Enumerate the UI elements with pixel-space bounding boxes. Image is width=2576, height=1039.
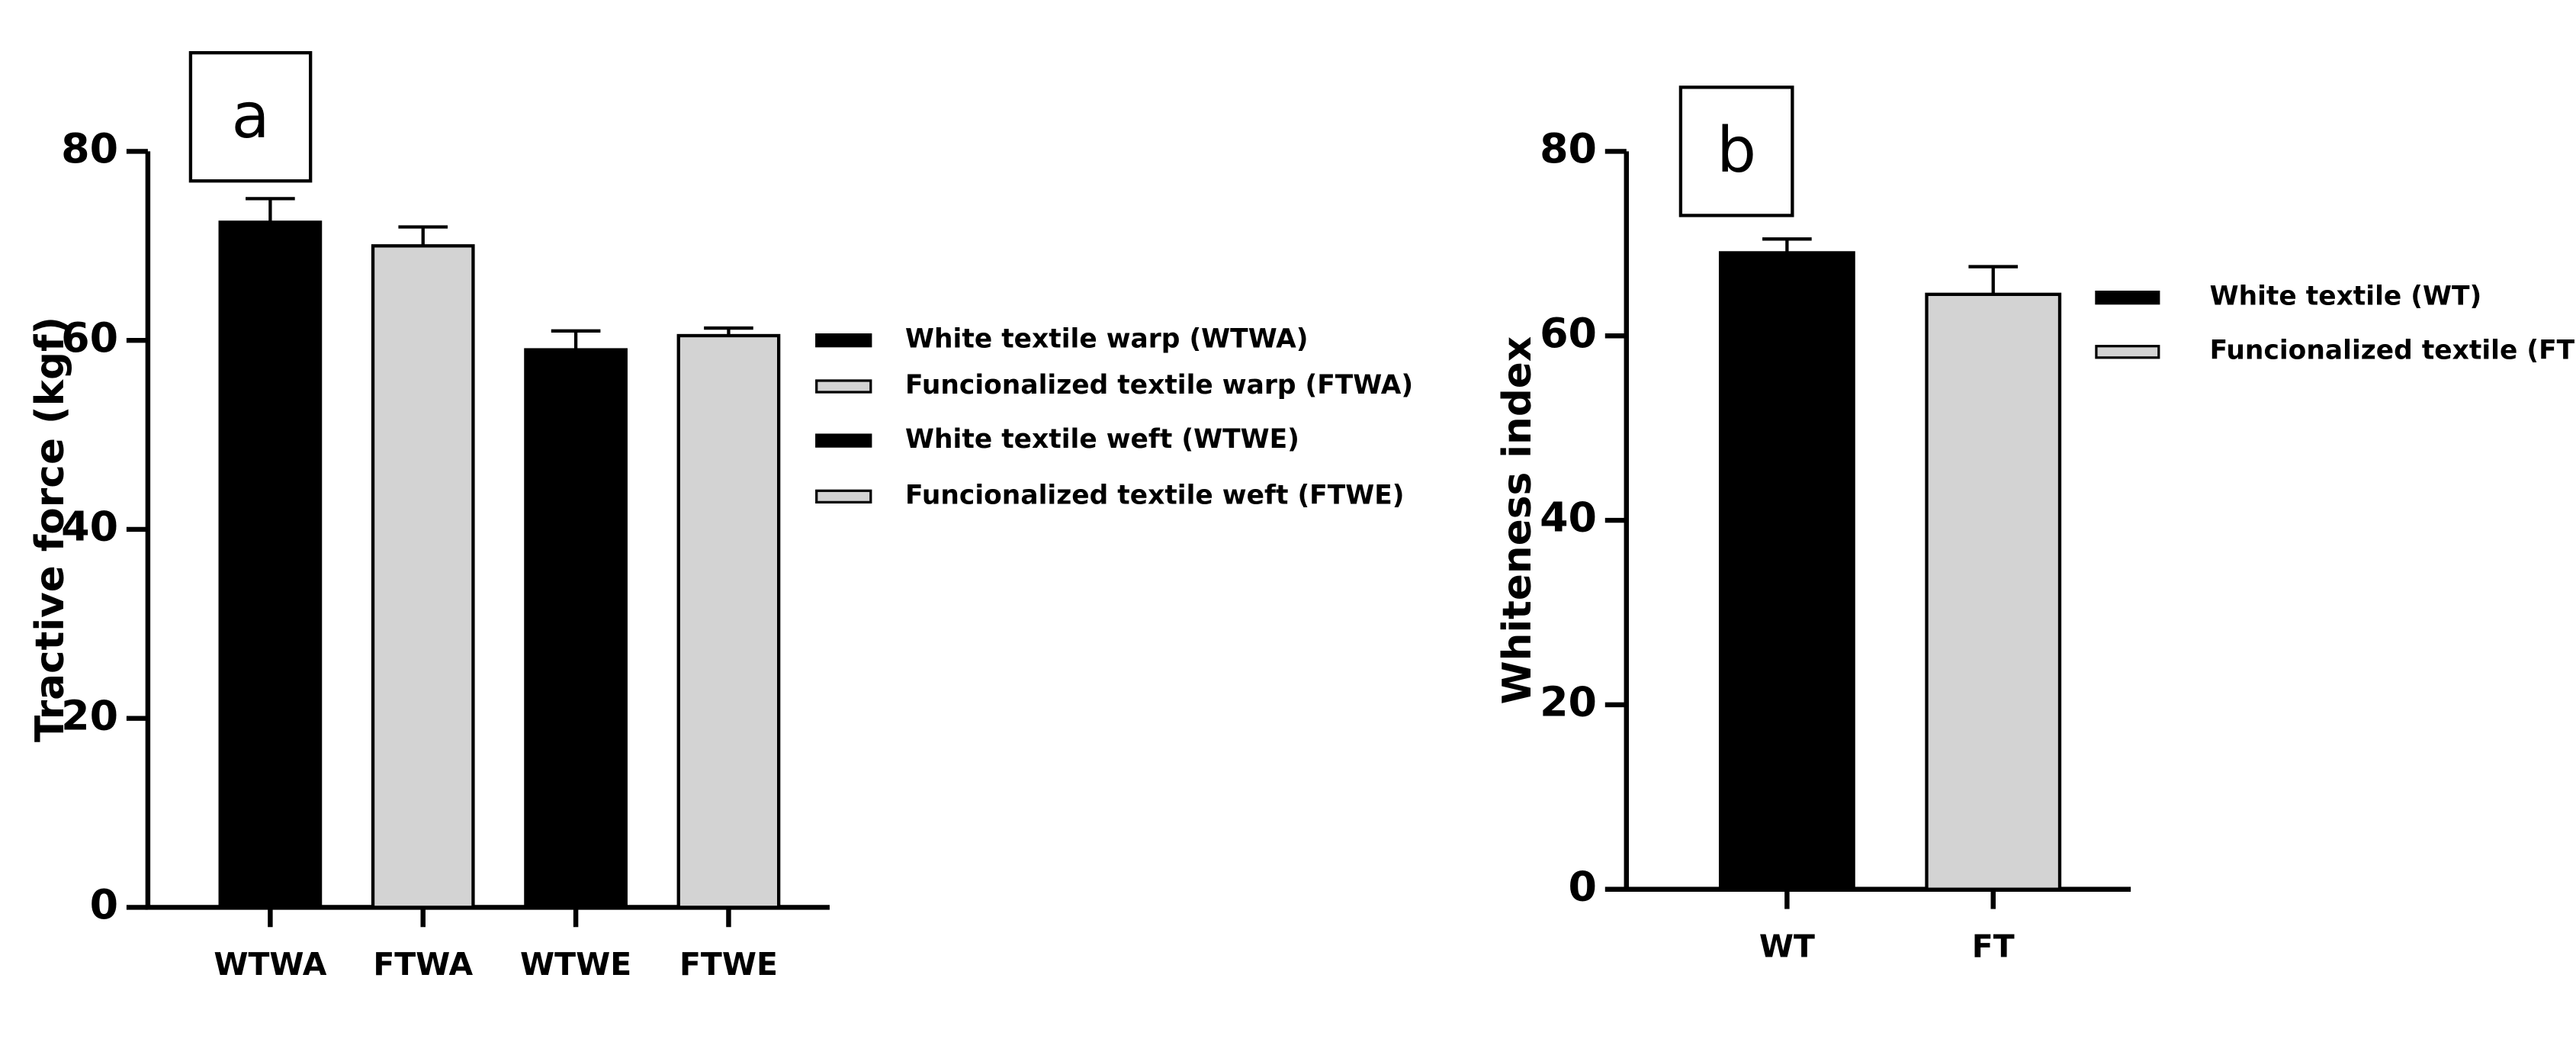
- y-tick-label: 0: [1569, 862, 1597, 910]
- y-axis-label: Whiteness index: [1495, 336, 1540, 705]
- bar: [371, 244, 475, 909]
- x-tick-label: FTWA: [373, 946, 473, 983]
- legend-label: Funcionalized textile (FT): [2210, 336, 2576, 366]
- legend-swatch: [815, 489, 872, 503]
- y-tick-label: 60: [61, 314, 118, 362]
- legend-swatch: [2095, 345, 2160, 359]
- y-tick-label: 80: [1540, 124, 1597, 172]
- y-tick-label: 80: [61, 124, 118, 172]
- panel-label: b: [1717, 114, 1756, 187]
- x-tick-label: WTWE: [520, 946, 631, 983]
- panel-box: [1678, 85, 1794, 217]
- bar: [218, 220, 323, 909]
- x-tick-label: FTWE: [679, 946, 778, 983]
- y-tick-label: 20: [1540, 678, 1597, 726]
- legend-label: Funcionalized textile warp (FTWA): [905, 370, 1413, 400]
- x-tick-label: WT: [1759, 928, 1815, 964]
- y-tick-label: 0: [90, 880, 118, 928]
- y-tick-label: 20: [61, 691, 118, 739]
- y-axis-label: Tractive force (kgf): [27, 317, 73, 742]
- x-tick-label: FT: [1972, 928, 2015, 964]
- legend-label: Funcionalized textile weft (FTWE): [905, 480, 1404, 510]
- y-tick-label: 40: [61, 503, 118, 551]
- legend-swatch: [2095, 291, 2160, 305]
- bar: [1925, 292, 2062, 891]
- legend-label: White textile warp (WTWA): [905, 324, 1309, 355]
- legend-swatch: [815, 379, 872, 394]
- legend-swatch: [815, 333, 872, 348]
- y-tick-label: 40: [1540, 494, 1597, 542]
- legend-label: White textile (WT): [2210, 281, 2482, 312]
- legend-swatch: [815, 433, 872, 448]
- panel-label: a: [231, 80, 269, 153]
- bar: [1718, 251, 1855, 891]
- bar: [676, 333, 781, 909]
- bar: [524, 348, 628, 909]
- y-tick-label: 60: [1540, 309, 1597, 357]
- legend-label: White textile weft (WTWE): [905, 424, 1299, 455]
- x-tick-label: WTWA: [214, 946, 326, 983]
- panel-box: [188, 51, 313, 183]
